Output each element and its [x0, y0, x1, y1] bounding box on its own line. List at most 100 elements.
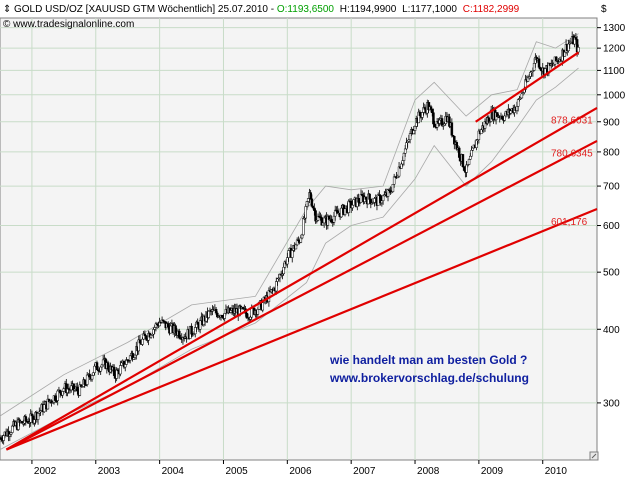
candle-body	[193, 327, 197, 335]
candle-body	[36, 413, 40, 420]
candle-body	[302, 218, 305, 236]
candle-body	[515, 106, 519, 111]
corner-resize-icon[interactable]	[589, 451, 599, 461]
trendline	[475, 51, 580, 123]
candle-body	[457, 147, 461, 158]
trendline	[5, 139, 598, 451]
indicator-bands	[0, 33, 579, 450]
y-tick-label: 1200	[603, 44, 626, 55]
candle-body	[304, 206, 307, 219]
candle-body	[421, 112, 424, 118]
candle-body	[0, 437, 3, 440]
candle-body	[83, 379, 86, 385]
high-value: H:1194,9900	[340, 4, 397, 15]
candle-body	[503, 115, 506, 121]
candle-body	[392, 176, 396, 185]
candle-body	[58, 389, 62, 394]
pin-icon[interactable]: ⇕	[3, 4, 11, 15]
candle-body	[408, 133, 412, 140]
candle-body	[563, 51, 567, 57]
candle-body	[56, 390, 59, 401]
candle-body	[95, 362, 99, 371]
candle-body	[119, 365, 122, 375]
x-tick-label: 2006	[289, 466, 312, 477]
candle-body	[106, 362, 110, 370]
x-tick-label: 2010	[545, 466, 568, 477]
candle-body	[166, 323, 170, 328]
chart-header: ⇕ GOLD USD/OZ [XAUUSD GTM Wöchentlich] 2…	[3, 4, 607, 30]
candle-body	[471, 147, 474, 151]
candle-body	[190, 325, 193, 335]
candle-body	[401, 160, 404, 165]
candle-body	[42, 404, 46, 413]
candle-body	[574, 37, 578, 40]
candle-body	[539, 67, 542, 70]
candle-body	[256, 309, 260, 315]
candle-body	[174, 325, 177, 333]
trendline	[5, 207, 598, 451]
candle-body	[520, 93, 524, 99]
candle-body	[287, 250, 290, 258]
x-tick-label: 2003	[98, 466, 121, 477]
candle-body	[306, 198, 310, 202]
candle-body	[467, 159, 471, 165]
candle-body	[290, 250, 294, 258]
candle-body	[412, 130, 416, 134]
candle-body	[93, 365, 96, 373]
y-tick-label: 300	[603, 398, 620, 409]
candle-body	[115, 369, 118, 379]
x-tick-label: 2004	[162, 466, 185, 477]
open-value: O:1193,6500	[277, 4, 335, 15]
annotation-line-1: wie handelt man am besten Gold ?	[329, 353, 527, 367]
candle-body	[178, 330, 181, 338]
x-tick-label: 2002	[34, 466, 57, 477]
candle-body	[532, 63, 536, 71]
candle-body	[332, 215, 336, 223]
candle-body	[500, 116, 504, 120]
y-tick-label: 700	[603, 182, 620, 193]
candle-body	[128, 355, 132, 361]
candle-body	[61, 391, 64, 396]
candle-body	[220, 315, 224, 318]
annotation-line-2: www.brokervorschlag.de/schulung	[329, 371, 529, 385]
y-tick-label: 1300	[603, 23, 626, 34]
candle-body	[24, 416, 28, 422]
candle-body	[423, 107, 427, 110]
annotation: wie handelt man am besten Gold ? www.bro…	[329, 353, 529, 385]
candle-body	[351, 204, 354, 209]
candle-body	[214, 309, 218, 314]
candle-body	[76, 386, 79, 391]
y-tick-label: 1100	[603, 66, 625, 77]
candle-body	[133, 354, 137, 358]
candle-body	[347, 200, 350, 213]
y-tick-label: 500	[603, 268, 620, 279]
candle-body	[120, 362, 123, 366]
candle-body	[33, 419, 36, 424]
candle-body	[537, 58, 541, 68]
candle-body	[198, 320, 202, 330]
copyright-text: © www.tradesignalonline.com	[3, 19, 134, 30]
candle-body	[368, 193, 371, 200]
candle-body	[88, 373, 91, 378]
candle-body	[577, 47, 580, 53]
y-tick-label: 1000	[603, 90, 626, 101]
candle-body	[461, 154, 465, 167]
candle-body	[275, 281, 278, 292]
x-axis: 2002 2003 2004 2005 2006 2007 2008 2009 2010	[31, 460, 568, 477]
candle-body	[450, 122, 454, 136]
candle-body	[196, 321, 199, 325]
candle-body	[9, 432, 13, 435]
candle-body	[54, 395, 57, 401]
candle-body	[567, 43, 570, 51]
candle-body	[8, 434, 12, 437]
price-candles	[0, 31, 580, 445]
svg-text:GOLD USD/OZ [XAUUSD GTM Wöche: GOLD USD/OZ [XAUUSD GTM Wöchentlich] 25.…	[14, 4, 520, 15]
candle-body	[92, 372, 95, 376]
candle-body	[465, 164, 468, 173]
candle-body	[321, 222, 325, 226]
candle-body	[207, 310, 210, 318]
candle-body	[149, 334, 153, 338]
x-tick-label: 2008	[417, 466, 440, 477]
candle-body	[405, 142, 408, 150]
candle-body	[90, 375, 94, 380]
